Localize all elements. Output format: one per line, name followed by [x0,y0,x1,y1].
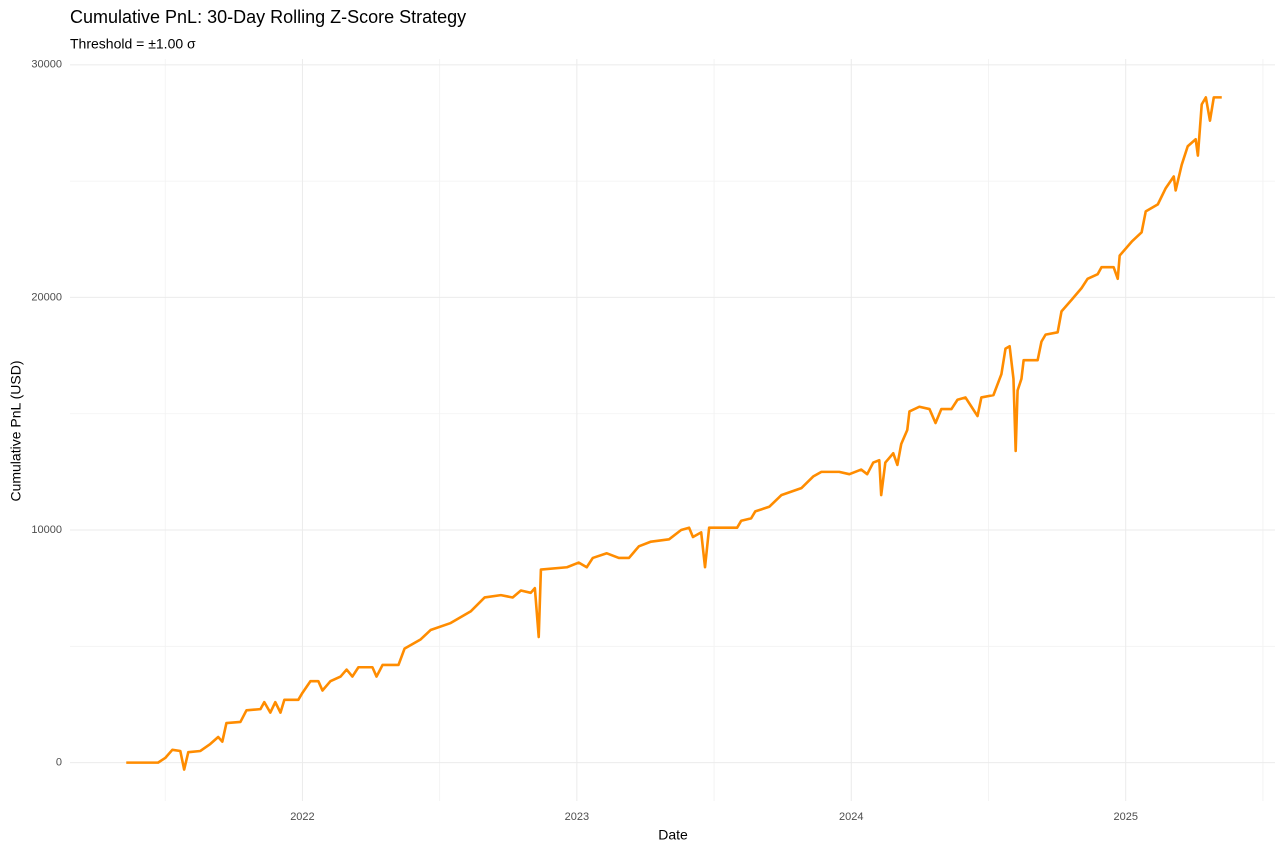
chart-subtitle: Threshold = ±1.00 σ [70,36,196,52]
y-tick-label: 0 [56,757,62,769]
y-tick-label: 10000 [31,524,62,536]
plot-area [126,96,1222,771]
x-tick-label: 2024 [839,811,863,823]
x-axis-label: Date [658,827,688,843]
x-tick-label: 2023 [565,811,589,823]
line-series [126,96,1222,771]
x-tick-label: 2025 [1113,811,1137,823]
chart-title: Cumulative PnL: 30-Day Rolling Z-Score S… [70,7,466,27]
grid [70,59,1275,801]
y-tick-label: 30000 [31,59,62,71]
x-tick-label: 2022 [290,811,314,823]
y-tick-label: 20000 [31,291,62,303]
y-axis-label: Cumulative PnL (USD) [8,360,24,501]
